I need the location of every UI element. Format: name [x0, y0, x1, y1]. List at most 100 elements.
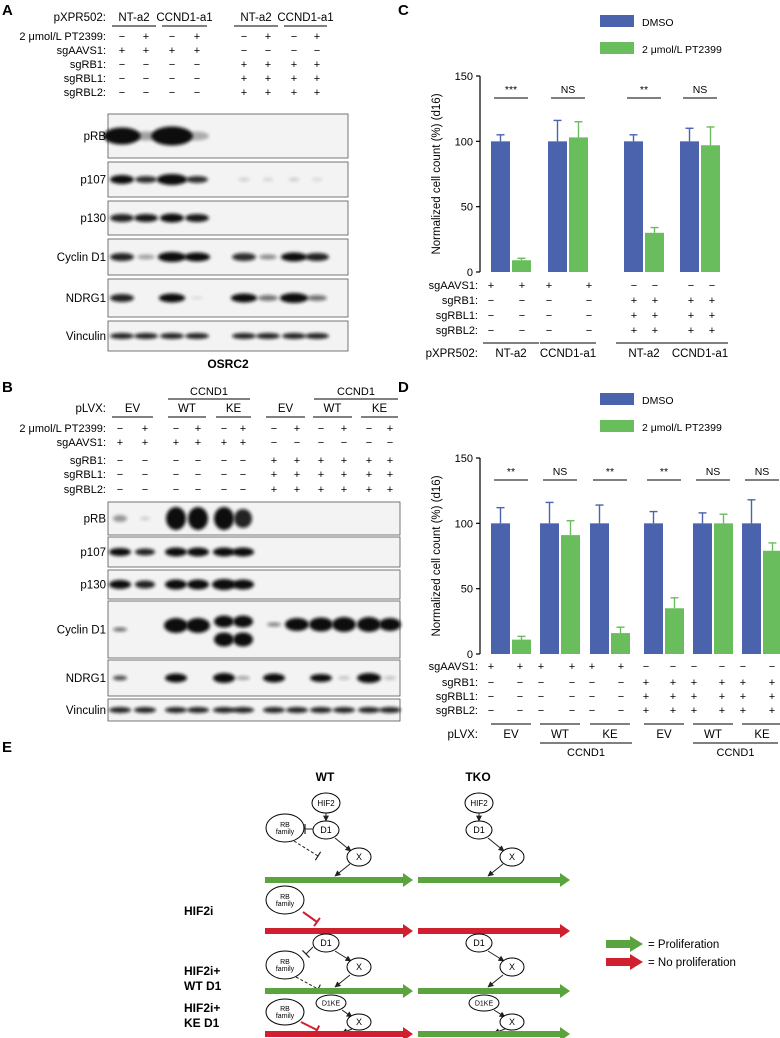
legend-label: DMSO — [642, 17, 674, 29]
bar — [742, 523, 761, 654]
condition-sign: − — [538, 677, 544, 689]
condition-sign: + — [291, 73, 297, 85]
condition-sign: − — [740, 661, 746, 673]
blot-band — [233, 632, 253, 647]
rb-family-node-text: RB — [280, 1006, 290, 1013]
blot-band — [187, 579, 209, 590]
blot-band — [187, 547, 209, 557]
blot-band — [280, 252, 308, 262]
condition-sign: − — [241, 31, 247, 43]
condition-sign: − — [169, 59, 175, 71]
legend-swatch — [600, 15, 634, 27]
group-label: EV — [503, 729, 519, 741]
x-node-text: X — [356, 852, 362, 862]
blot-band — [379, 707, 401, 713]
condition-sign: − — [314, 45, 320, 57]
blot-band — [234, 509, 252, 528]
condition-sign: − — [538, 691, 544, 703]
condition-sign: + — [740, 691, 746, 703]
condition-sign: − — [586, 325, 592, 337]
blot-band — [134, 214, 158, 222]
row-label-hif2i-wt-d1: HIF2i+ — [184, 964, 220, 978]
condition-sign: + — [631, 310, 637, 322]
significance-label: ** — [606, 466, 614, 478]
blot-band — [185, 214, 209, 222]
condition-sign: − — [589, 691, 595, 703]
blot-strip — [107, 698, 401, 722]
condition-sign: + — [670, 677, 676, 689]
bar — [624, 141, 643, 272]
blot-band — [160, 213, 184, 223]
condition-sign: − — [143, 59, 149, 71]
no-proliferation-arrow — [265, 924, 413, 938]
condition-sign: − — [195, 455, 201, 467]
blot-band — [259, 254, 277, 260]
condition-sign: − — [488, 705, 494, 717]
blot-band — [213, 547, 235, 557]
blot-band — [165, 673, 187, 683]
blot-band — [311, 177, 323, 182]
condition-sign: + — [517, 661, 523, 673]
blot-band — [338, 676, 350, 680]
blot-band — [232, 579, 254, 590]
condition-sign: + — [265, 87, 271, 99]
significance-label: *** — [505, 84, 517, 96]
condition-sign: + — [294, 469, 300, 481]
condition-label: sgRB1: — [70, 455, 106, 467]
condition-sign: − — [291, 31, 297, 43]
blot-band — [267, 622, 281, 627]
condition-sign: − — [142, 469, 148, 481]
condition-sign: − — [586, 310, 592, 322]
condition-sign: + — [341, 423, 347, 435]
blot-strip — [107, 501, 401, 536]
condition-sign: + — [691, 677, 697, 689]
y-tick-label: 50 — [461, 584, 473, 596]
condition-sign: − — [488, 310, 494, 322]
condition-sign: − — [569, 705, 575, 717]
condition-sign: − — [142, 455, 148, 467]
condition-label: sgAAVS1: — [429, 661, 478, 673]
blot-band — [110, 333, 134, 339]
d1-node-text: D1 — [473, 825, 485, 835]
blot-band — [288, 177, 300, 182]
condition-sign: − — [291, 45, 297, 57]
blot-label: p107 — [80, 175, 106, 187]
legend-arrow-swatch — [606, 954, 643, 970]
blot-band — [186, 618, 210, 633]
no-proliferation-arrow — [265, 1027, 413, 1038]
condition-sign: + — [341, 469, 347, 481]
blot-strip — [103, 113, 349, 159]
condition-sign: − — [221, 423, 227, 435]
blot-label: Cyclin D1 — [57, 252, 106, 264]
blot-label: pRB — [84, 514, 107, 526]
significance-label: ** — [507, 466, 515, 478]
group-label: NT-a2 — [118, 12, 149, 24]
bar — [701, 145, 720, 272]
condition-sign: + — [142, 437, 148, 449]
blot-band — [213, 673, 235, 683]
condition-sign: + — [670, 691, 676, 703]
condition-sign: − — [488, 295, 494, 307]
condition-label: sgRBL1: — [436, 691, 478, 703]
arrow — [493, 1009, 506, 1018]
blot-band — [188, 507, 208, 530]
y-tick-label: 100 — [455, 518, 473, 530]
blot-band — [213, 707, 235, 713]
condition-sign: − — [117, 484, 123, 496]
blot-membrane — [107, 501, 401, 536]
bar — [763, 550, 780, 654]
d1ke-node-text: D1KE — [322, 1001, 341, 1008]
no-proliferation-arrow — [418, 924, 570, 938]
condition-sign: + — [643, 705, 649, 717]
panel-label-b: B — [2, 379, 13, 396]
blot-band — [151, 126, 193, 146]
condition-sign: − — [631, 280, 637, 292]
significance-label: ** — [640, 84, 648, 96]
legend-swatch — [600, 420, 634, 432]
y-axis-label: Normalized cell count (%) (d16) — [431, 475, 443, 636]
blot-membrane — [107, 600, 401, 659]
condition-sign: − — [519, 310, 525, 322]
condition-sign: − — [618, 677, 624, 689]
condition-label: sgAAVS1: — [57, 437, 106, 449]
condition-sign: + — [314, 31, 320, 43]
